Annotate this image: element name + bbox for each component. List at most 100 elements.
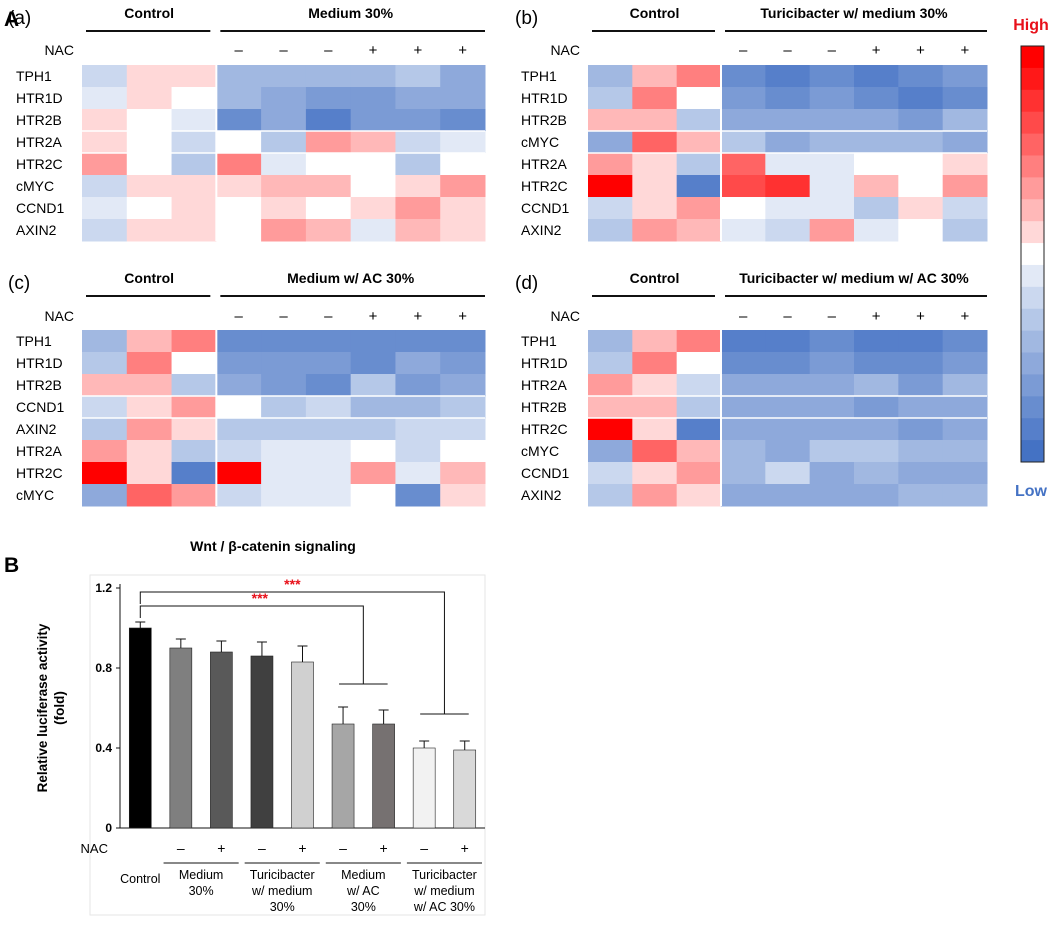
heatmap-cell <box>440 462 486 485</box>
heatmap-cell <box>305 396 352 419</box>
chart-title: Wnt / β-catenin signaling <box>190 538 356 554</box>
legend-color-bar <box>1020 45 1045 463</box>
nac-sign: + <box>872 42 881 59</box>
heatmap-cell <box>765 396 811 419</box>
heatmap-cell <box>82 131 128 154</box>
heatmap-cell <box>765 418 811 441</box>
heatmap-cell <box>305 374 352 397</box>
heatmap-cell <box>261 153 307 176</box>
heatmap-cell <box>765 462 811 485</box>
heatmap-cell <box>82 330 128 353</box>
heatmap-cell <box>171 87 217 110</box>
heatmap-cell <box>305 484 352 507</box>
heatmap-cell <box>676 219 722 242</box>
gene-label: HTR1D <box>16 355 63 371</box>
gene-label: CCND1 <box>16 200 64 216</box>
heatmap-cell <box>809 396 855 419</box>
heatmap-sublabel: (d) <box>515 273 538 294</box>
bar <box>331 723 355 829</box>
heatmap-cell <box>676 484 722 507</box>
heatmap-cell <box>854 65 899 88</box>
heatmap-cell <box>216 175 262 198</box>
heatmap-cell <box>171 484 217 507</box>
bar <box>210 651 233 829</box>
heatmap-cell <box>171 197 217 220</box>
heatmap-cell <box>82 65 128 88</box>
heatmap-cell <box>440 330 486 353</box>
heatmap-cell <box>632 330 678 353</box>
heatmap-cell <box>126 87 173 110</box>
heatmap-cell <box>261 219 307 242</box>
group-label: w/ AC 30% <box>413 900 475 914</box>
significance-bracket <box>139 591 445 714</box>
nac-sign: – <box>420 840 428 856</box>
heatmap-cell <box>395 462 441 485</box>
nac-sign: + <box>458 308 467 325</box>
heatmap-cell <box>171 131 217 154</box>
group-label: 30% <box>270 900 295 914</box>
heatmap-cell <box>350 484 396 507</box>
nac-sign: – <box>324 308 333 325</box>
heatmap-cell <box>854 374 899 397</box>
significance-bracket <box>139 605 364 684</box>
heatmap-cell <box>216 484 262 507</box>
group-label-treatment: Turicibacter w/ medium 30% <box>760 5 948 21</box>
heatmap-cell <box>440 374 486 397</box>
heatmap-cell <box>676 197 722 220</box>
nac-sign: + <box>916 42 925 59</box>
gene-label: cMYC <box>16 487 54 503</box>
heatmap-cell <box>721 418 766 441</box>
nac-sign: – <box>739 42 748 59</box>
heatmap-cell <box>305 440 352 463</box>
heatmap-cell <box>588 65 633 88</box>
nac-label: NAC <box>81 841 108 856</box>
heatmap-cell <box>942 175 988 198</box>
heatmap-cell <box>126 396 173 419</box>
legend-step <box>1021 352 1044 375</box>
heatmap-cell <box>898 352 944 375</box>
heatmap-cell <box>942 87 988 110</box>
heatmap-cell <box>809 330 855 353</box>
heatmap-cell <box>126 484 173 507</box>
heatmap-cell <box>854 330 899 353</box>
heatmap-cell <box>216 153 262 176</box>
heatmap-cell <box>765 330 811 353</box>
heatmap-cell <box>854 440 899 463</box>
bar <box>250 655 274 829</box>
heatmap-cell <box>809 219 855 242</box>
heatmap-cell <box>854 219 899 242</box>
legend-step <box>1021 308 1044 332</box>
group-label-control: Control <box>630 270 680 286</box>
heatmap-cell <box>305 175 352 198</box>
heatmap-cell <box>765 440 811 463</box>
significance-stars: *** <box>252 590 269 606</box>
heatmap-cell <box>676 109 722 132</box>
heatmap-cell <box>676 153 722 176</box>
heatmap-cell <box>305 197 352 220</box>
heatmap-cell <box>588 440 633 463</box>
heatmap-cell <box>942 109 988 132</box>
heatmap-cell <box>350 109 396 132</box>
nac-sign: + <box>369 42 378 59</box>
heatmap-cell <box>942 352 988 375</box>
nac-sign: – <box>279 42 288 59</box>
nac-sign: – <box>235 308 244 325</box>
heatmap-cell <box>126 65 173 88</box>
heatmap-cell <box>395 352 441 375</box>
bar <box>412 747 436 829</box>
heatmap-cell <box>305 330 352 353</box>
heatmap-cell <box>676 131 722 154</box>
nac-sign: – <box>739 308 748 325</box>
heatmap-cell <box>305 153 352 176</box>
heatmap-cell <box>676 462 722 485</box>
heatmap-cell <box>721 374 766 397</box>
bar <box>372 723 395 829</box>
heatmap-cell <box>854 352 899 375</box>
heatmap-cell <box>721 484 766 507</box>
heatmap-cell <box>216 197 262 220</box>
heatmap-cell <box>765 374 811 397</box>
group-label: 30% <box>189 884 214 898</box>
nac-sign: – <box>339 840 347 856</box>
heatmap-cell <box>898 219 944 242</box>
heatmap-cell <box>171 330 217 353</box>
